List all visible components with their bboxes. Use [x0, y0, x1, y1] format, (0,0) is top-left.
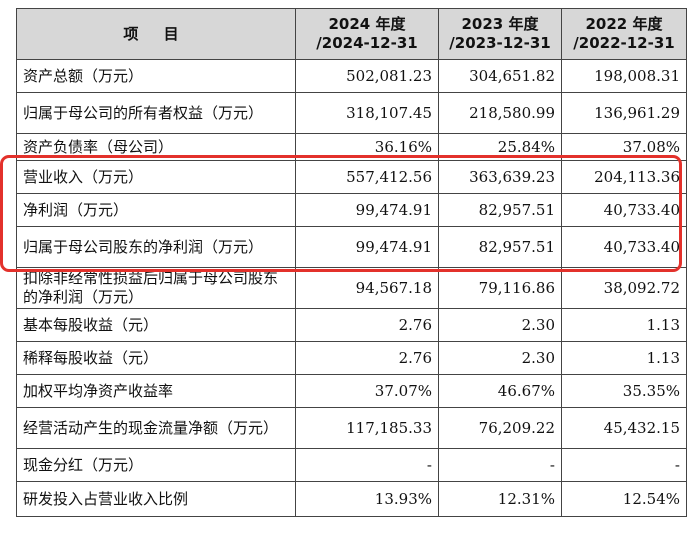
- cell-2022: 1.13: [561, 308, 687, 342]
- header-2023: 2023 年度/2023-12-31: [438, 8, 562, 60]
- table-row: 研发投入占营业收入比例 13.93% 12.31% 12.54%: [16, 481, 687, 517]
- header-2024: 2024 年度/2024-12-31: [295, 8, 439, 60]
- cell-2024: 2.76: [295, 308, 439, 342]
- cell-2024: 502,081.23: [295, 59, 439, 93]
- row-label: 基本每股收益（元）: [16, 308, 296, 342]
- cell-2024: 37.07%: [295, 374, 439, 408]
- cell-2023: 363,639.23: [438, 160, 562, 194]
- header-item: 项 目: [16, 8, 296, 60]
- row-label: 资产负债率（母公司）: [16, 133, 296, 161]
- cell-2024: 318,107.45: [295, 92, 439, 134]
- cell-2022: 45,432.15: [561, 407, 687, 449]
- row-label: 归属于母公司的所有者权益（万元）: [16, 92, 296, 134]
- cell-2022: 204,113.36: [561, 160, 687, 194]
- cell-2023: 82,957.51: [438, 226, 562, 268]
- table-row: 扣除非经常性损益后归属于母公司股东的净利润（万元） 94,567.18 79,1…: [16, 267, 687, 309]
- cell-2022: 37.08%: [561, 133, 687, 161]
- row-label: 营业收入（万元）: [16, 160, 296, 194]
- cell-2023: 46.67%: [438, 374, 562, 408]
- cell-2024: -: [295, 448, 439, 482]
- cell-2023: 76,209.22: [438, 407, 562, 449]
- cell-2022: 35.35%: [561, 374, 687, 408]
- cell-2022: 1.13: [561, 341, 687, 375]
- row-label: 现金分红（万元）: [16, 448, 296, 482]
- row-label: 研发投入占营业收入比例: [16, 481, 296, 517]
- cell-2022: 40,733.40: [561, 226, 687, 268]
- cell-2024: 13.93%: [295, 481, 439, 517]
- table-row: 经营活动产生的现金流量净额（万元） 117,185.33 76,209.22 4…: [16, 407, 687, 449]
- cell-2023: 12.31%: [438, 481, 562, 517]
- row-label: 净利润（万元）: [16, 193, 296, 227]
- table-row: 加权平均净资产收益率 37.07% 46.67% 35.35%: [16, 374, 687, 408]
- row-label: 归属于母公司股东的净利润（万元）: [16, 226, 296, 268]
- cell-2023: 25.84%: [438, 133, 562, 161]
- cell-2024: 94,567.18: [295, 267, 439, 309]
- table-header-row: 项 目 2024 年度/2024-12-31 2023 年度/2023-12-3…: [16, 8, 687, 60]
- cell-2022: 136,961.29: [561, 92, 687, 134]
- cell-2023: 304,651.82: [438, 59, 562, 93]
- cell-2023: 79,116.86: [438, 267, 562, 309]
- financial-table-container: 项 目 2024 年度/2024-12-31 2023 年度/2023-12-3…: [16, 8, 687, 517]
- cell-2023: 218,580.99: [438, 92, 562, 134]
- row-label: 加权平均净资产收益率: [16, 374, 296, 408]
- cell-2023: 82,957.51: [438, 193, 562, 227]
- financial-indicators-table: 项 目 2024 年度/2024-12-31 2023 年度/2023-12-3…: [16, 8, 687, 517]
- cell-2024: 36.16%: [295, 133, 439, 161]
- table-row: 资产总额（万元） 502,081.23 304,651.82 198,008.3…: [16, 59, 687, 93]
- cell-2024: 2.76: [295, 341, 439, 375]
- cell-2024: 99,474.91: [295, 193, 439, 227]
- cell-2022: 38,092.72: [561, 267, 687, 309]
- cell-2022: 12.54%: [561, 481, 687, 517]
- table-row: 基本每股收益（元） 2.76 2.30 1.13: [16, 308, 687, 342]
- table-row: 净利润（万元） 99,474.91 82,957.51 40,733.40: [16, 193, 687, 227]
- table-row: 营业收入（万元） 557,412.56 363,639.23 204,113.3…: [16, 160, 687, 194]
- row-label: 经营活动产生的现金流量净额（万元）: [16, 407, 296, 449]
- row-label: 资产总额（万元）: [16, 59, 296, 93]
- cell-2024: 117,185.33: [295, 407, 439, 449]
- row-label: 稀释每股收益（元）: [16, 341, 296, 375]
- cell-2022: -: [561, 448, 687, 482]
- cell-2022: 40,733.40: [561, 193, 687, 227]
- table-row: 现金分红（万元） - - -: [16, 448, 687, 482]
- cell-2023: 2.30: [438, 341, 562, 375]
- table-row: 稀释每股收益（元） 2.76 2.30 1.13: [16, 341, 687, 375]
- cell-2023: -: [438, 448, 562, 482]
- table-row: 资产负债率（母公司） 36.16% 25.84% 37.08%: [16, 133, 687, 161]
- table-row: 归属于母公司股东的净利润（万元） 99,474.91 82,957.51 40,…: [16, 226, 687, 268]
- row-label: 扣除非经常性损益后归属于母公司股东的净利润（万元）: [16, 267, 296, 309]
- header-2022: 2022 年度/2022-12-31: [561, 8, 687, 60]
- table-row: 归属于母公司的所有者权益（万元） 318,107.45 218,580.99 1…: [16, 92, 687, 134]
- cell-2024: 99,474.91: [295, 226, 439, 268]
- cell-2022: 198,008.31: [561, 59, 687, 93]
- cell-2024: 557,412.56: [295, 160, 439, 194]
- cell-2023: 2.30: [438, 308, 562, 342]
